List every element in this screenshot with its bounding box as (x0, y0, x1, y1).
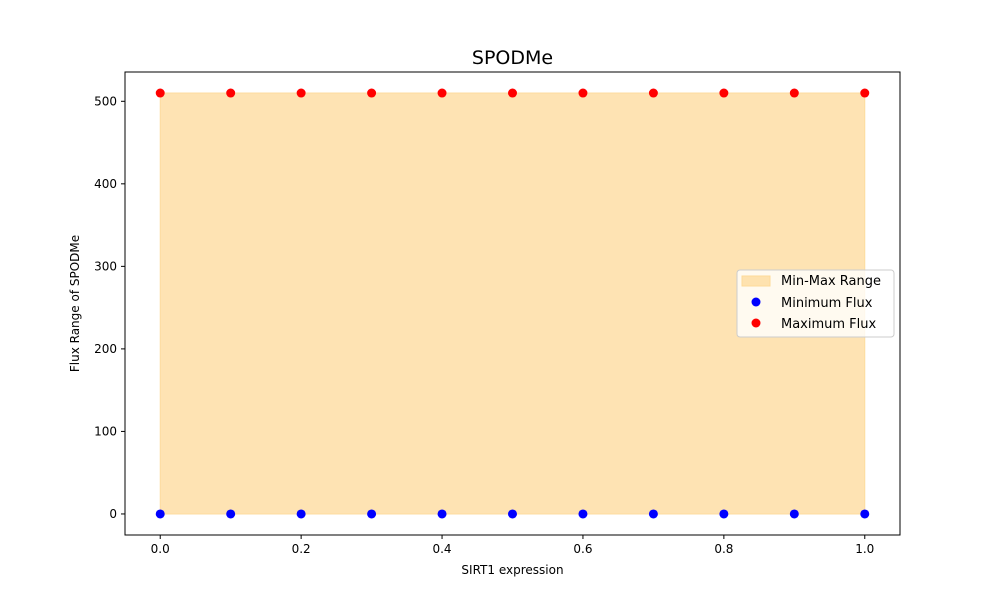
legend-swatch-range (741, 275, 771, 287)
min-flux-point (648, 509, 658, 519)
min-flux-point (296, 509, 306, 519)
x-tick-label: 0.2 (292, 542, 311, 556)
max-flux-point (296, 88, 306, 98)
x-tick-label: 1.0 (855, 542, 874, 556)
max-flux-point (226, 88, 236, 98)
min-flux-point (508, 509, 517, 519)
y-axis-label: Flux Range of SPODMe (68, 235, 82, 372)
legend-swatch-minimum (751, 297, 761, 307)
y-tick-label: 500 (94, 94, 117, 108)
max-flux-point (578, 88, 588, 98)
legend-box (736, 269, 895, 338)
max-flux-point (719, 88, 729, 98)
legend-label-range: Min-Max Range (781, 274, 881, 289)
plot-frame (124, 71, 901, 536)
min-flux-point (367, 509, 377, 519)
x-axis-label: SIRT1 expression (461, 563, 563, 577)
max-flux-point (648, 88, 658, 98)
min-flux-point (789, 509, 799, 519)
min-flux-point (226, 509, 236, 519)
legend: Min-Max Range Minimum Flux Maximum Flux (736, 269, 895, 338)
x-tick-label: 0.6 (573, 542, 592, 556)
y-tick-label: 100 (94, 424, 117, 438)
y-tick-label: 0 (109, 507, 117, 521)
max-flux-point (789, 88, 799, 98)
legend-label-maximum: Maximum Flux (781, 317, 877, 332)
plot-layer (155, 88, 870, 519)
max-flux-point (155, 88, 165, 98)
x-tick-label: 0.4 (432, 542, 451, 556)
min-flux-point (860, 509, 870, 519)
y-tick-label: 200 (94, 342, 117, 356)
min-flux-point (437, 509, 447, 519)
ticks-layer: 0.0 0.2 0.4 0.6 0.8 1.0 0 100 200 300 400 500 (94, 94, 874, 556)
y-tick-label: 400 (94, 177, 117, 191)
chart-title: SPODMe (472, 47, 553, 69)
min-flux-point (578, 509, 588, 519)
legend-swatch-maximum (751, 318, 761, 328)
max-flux-point (860, 88, 870, 98)
max-flux-point (367, 88, 377, 98)
min-flux-point (155, 509, 165, 519)
min-flux-point (719, 509, 729, 519)
x-tick-label: 0.0 (151, 542, 170, 556)
x-tick-label: 0.8 (714, 542, 733, 556)
y-tick-label: 300 (94, 259, 117, 273)
max-flux-point (508, 88, 517, 98)
max-flux-point (437, 88, 447, 98)
legend-label-minimum: Minimum Flux (781, 296, 873, 311)
